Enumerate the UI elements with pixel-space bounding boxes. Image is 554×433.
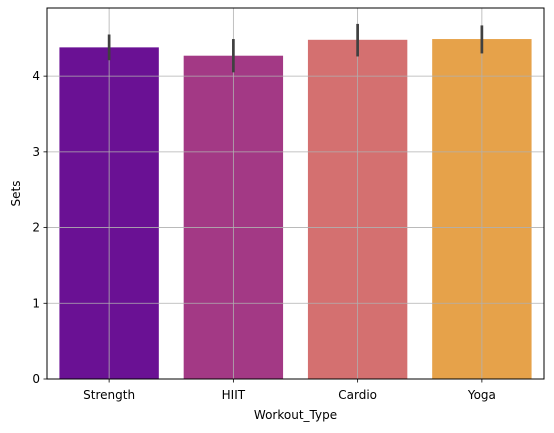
y-tick-label: 4 bbox=[32, 69, 40, 83]
x-tick-label: Yoga bbox=[467, 388, 496, 402]
x-tick-label: Cardio bbox=[338, 388, 377, 402]
x-tick-label: HIIT bbox=[222, 388, 246, 402]
bars bbox=[47, 8, 544, 380]
plot-frame bbox=[46, 7, 545, 380]
y-tick-label: 3 bbox=[32, 145, 40, 159]
x-tick-label: Strength bbox=[83, 388, 135, 402]
error-bars bbox=[107, 23, 484, 73]
axis-ticks: 0 1 2 3 4 Strength HIIT Cardio Yoga bbox=[32, 69, 496, 402]
y-tick-label: 0 bbox=[32, 372, 40, 386]
x-axis-label: Workout_Type bbox=[254, 408, 337, 422]
y-axis-label: Sets bbox=[9, 181, 23, 207]
y-tick-label: 2 bbox=[32, 221, 40, 235]
y-tick-label: 1 bbox=[32, 296, 40, 310]
